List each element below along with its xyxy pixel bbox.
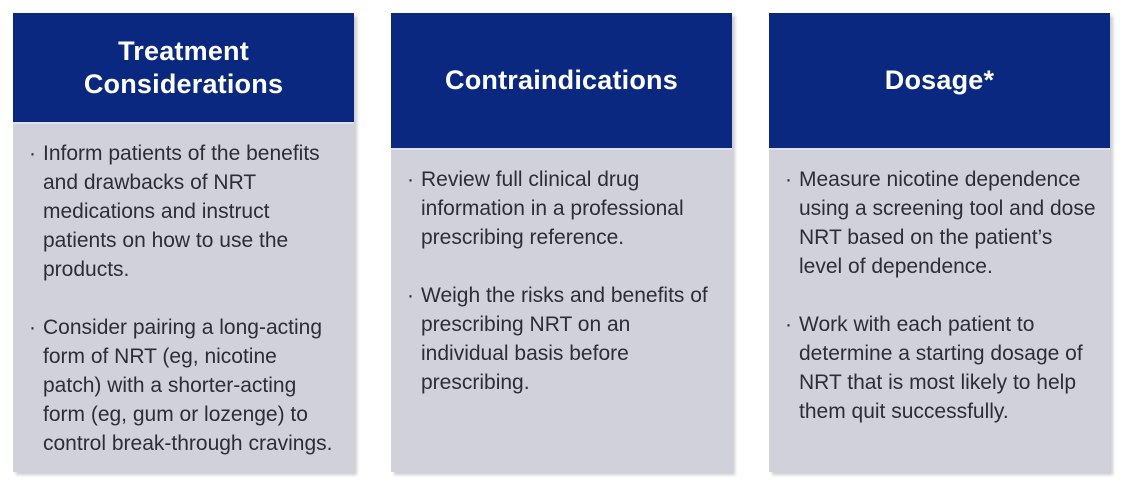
bullet-item: · Work with each patient to determine a … [778,310,1096,426]
card-header: Treatment Considerations [13,13,354,122]
card-contraindications: Contraindications · Review full clinical… [391,13,732,472]
bullet-item: · Consider pairing a long-acting form of… [22,313,340,458]
card-header: Dosage* [769,13,1110,148]
cards-row: Treatment Considerations · Inform patien… [13,13,1110,472]
bullet-text: Measure nicotine dependence using a scre… [799,168,1096,278]
bullet-dot-icon: · [407,284,414,307]
bullet-text: Review full clinical drug information in… [421,168,684,249]
card-dosage: Dosage* · Measure nicotine dependence us… [769,13,1110,472]
bullet-text: Consider pairing a long-acting form of N… [43,316,333,455]
bullet-dot-icon: · [785,313,792,336]
card-body: · Measure nicotine dependence using a sc… [769,148,1110,472]
bullet-text: Work with each patient to determine a st… [799,313,1083,423]
bullet-text: Weigh the risks and benefits of prescrib… [421,284,708,394]
card-body: · Inform patients of the benefits and dr… [13,122,354,472]
card-title: Contraindications [445,65,678,96]
card-title: Dosage* [884,65,995,96]
bullet-dot-icon: · [29,142,36,165]
bullet-dot-icon: · [785,168,792,191]
card-body: · Review full clinical drug information … [391,148,732,472]
bullet-text: Inform patients of the benefits and draw… [43,142,320,281]
card-header: Contraindications [391,13,732,148]
card-treatment-considerations: Treatment Considerations · Inform patien… [13,13,354,472]
bullet-dot-icon: · [29,316,36,339]
bullet-dot-icon: · [407,168,414,191]
bullet-item: · Weigh the risks and benefits of prescr… [400,281,718,397]
card-title: Treatment Considerations [83,35,284,99]
bullet-item: · Inform patients of the benefits and dr… [22,139,340,284]
bullet-item: · Review full clinical drug information … [400,165,718,252]
bullet-item: · Measure nicotine dependence using a sc… [778,165,1096,281]
